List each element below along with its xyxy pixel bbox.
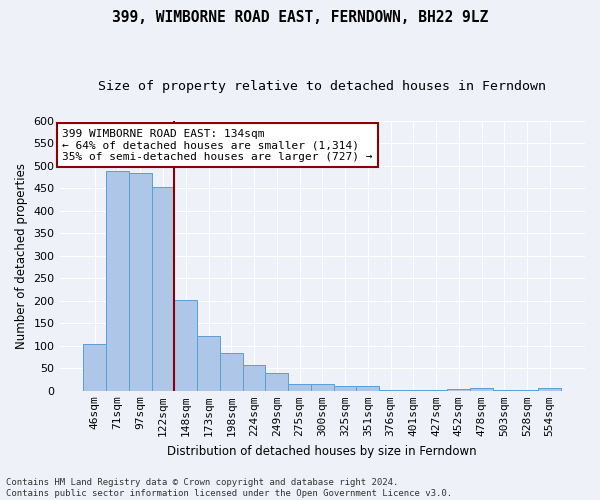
Bar bbox=[265, 373, 288, 391]
Bar bbox=[106, 172, 129, 391]
Bar bbox=[538, 388, 561, 391]
Bar bbox=[288, 384, 311, 391]
X-axis label: Distribution of detached houses by size in Ferndown: Distribution of detached houses by size … bbox=[167, 444, 477, 458]
Title: Size of property relative to detached houses in Ferndown: Size of property relative to detached ho… bbox=[98, 80, 546, 93]
Bar bbox=[334, 386, 356, 391]
Bar bbox=[129, 173, 152, 391]
Bar bbox=[175, 300, 197, 391]
Bar bbox=[220, 354, 242, 391]
Bar bbox=[356, 386, 379, 391]
Bar bbox=[470, 388, 493, 391]
Bar bbox=[242, 365, 265, 391]
Text: 399 WIMBORNE ROAD EAST: 134sqm
← 64% of detached houses are smaller (1,314)
35% : 399 WIMBORNE ROAD EAST: 134sqm ← 64% of … bbox=[62, 128, 373, 162]
Bar bbox=[448, 388, 470, 391]
Text: 399, WIMBORNE ROAD EAST, FERNDOWN, BH22 9LZ: 399, WIMBORNE ROAD EAST, FERNDOWN, BH22 … bbox=[112, 10, 488, 25]
Text: Contains HM Land Registry data © Crown copyright and database right 2024.
Contai: Contains HM Land Registry data © Crown c… bbox=[6, 478, 452, 498]
Bar bbox=[152, 187, 175, 391]
Bar bbox=[197, 336, 220, 391]
Y-axis label: Number of detached properties: Number of detached properties bbox=[15, 162, 28, 348]
Bar bbox=[83, 344, 106, 391]
Bar bbox=[311, 384, 334, 391]
